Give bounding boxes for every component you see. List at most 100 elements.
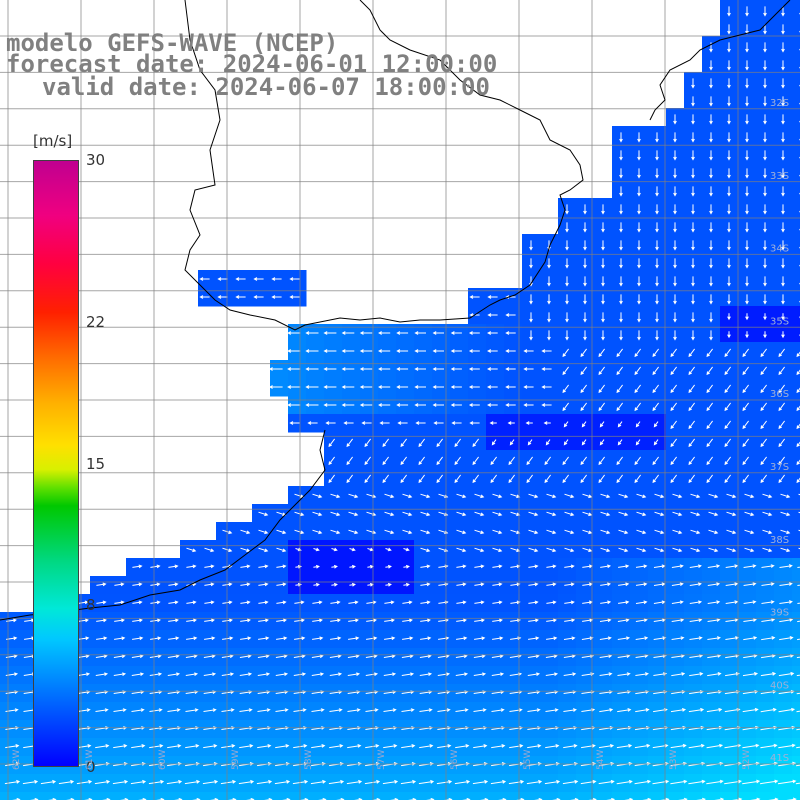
wind-arrow [450, 403, 462, 407]
wind-arrow [562, 348, 570, 358]
wind-arrow [563, 744, 578, 749]
longitude-label: 57W [377, 749, 387, 770]
wind-arrow [727, 240, 731, 251]
wind-cell [792, 252, 800, 271]
wind-arrow [727, 294, 731, 305]
wind-arrow [709, 42, 713, 53]
wind-arrow [781, 42, 785, 53]
wind-arrow [781, 168, 785, 179]
wind-arrow [562, 456, 570, 466]
wind-arrow [527, 744, 542, 749]
wind-cell [288, 792, 307, 800]
wind-cell [792, 36, 800, 55]
wind-arrow [778, 402, 786, 412]
wind-arrow [384, 493, 395, 499]
wind-arrow [528, 618, 539, 623]
wind-arrow [745, 96, 749, 107]
wind-arrow [547, 294, 551, 305]
wind-arrow [727, 6, 731, 17]
wind-arrow [168, 636, 180, 641]
wind-arrow [780, 529, 791, 535]
wind-arrow [418, 779, 435, 785]
wind-cell [378, 792, 397, 800]
wind-arrow [580, 384, 588, 394]
wind-arrow [527, 708, 541, 712]
wind-arrow [419, 708, 433, 712]
wind-arrow [780, 511, 791, 517]
latitude-label: 36S [770, 389, 789, 400]
wind-arrow [709, 204, 713, 215]
wind-arrow [780, 547, 791, 553]
wind-arrow [276, 529, 287, 535]
wind-arrow [168, 600, 179, 605]
wind-arrow [635, 439, 641, 446]
wind-arrow [203, 744, 218, 749]
wind-arrow [727, 150, 731, 161]
wind-arrow [691, 78, 695, 89]
wind-arrow [490, 779, 507, 785]
wind-arrow [688, 474, 696, 484]
wind-arrow [365, 672, 379, 676]
wind-arrow [691, 276, 695, 287]
wind-arrow [745, 114, 749, 125]
wind-arrow [276, 600, 287, 605]
wind-arrow [474, 547, 485, 553]
wind-arrow [616, 366, 624, 376]
wind-arrow [601, 258, 605, 269]
wind-cell [792, 18, 800, 37]
wind-arrow [132, 636, 144, 641]
wind-arrow [565, 312, 569, 323]
longitude-label: 56W [450, 749, 460, 770]
wind-arrow [670, 743, 687, 749]
wind-arrow [400, 779, 417, 785]
wind-arrow [341, 349, 355, 353]
wind-arrow [240, 636, 252, 641]
wind-arrow [619, 312, 623, 323]
wind-arrow [583, 240, 587, 251]
wind-arrow [742, 743, 760, 749]
wind-arrow [240, 529, 251, 535]
wind-arrow [541, 385, 552, 389]
wind-arrow [706, 474, 714, 484]
wind-arrow [781, 240, 785, 251]
wind-arrow [744, 547, 755, 553]
wind-arrow [709, 276, 713, 287]
wind-arrow [258, 636, 270, 641]
forecast-date: forecast date: 2024-06-01 12:00:00 [6, 50, 498, 78]
wind-arrow [456, 511, 467, 517]
wind-arrow [313, 564, 320, 569]
wind-arrow [654, 529, 665, 535]
wind-arrow [382, 456, 390, 466]
wind-arrow [528, 564, 539, 569]
wind-arrow [468, 403, 480, 407]
wind-arrow [742, 348, 750, 358]
wind-arrow [365, 708, 379, 712]
wind-arrow [456, 618, 467, 623]
latitude-label: 38S [770, 535, 789, 546]
wind-arrow [598, 402, 606, 412]
wind-arrow [400, 456, 408, 466]
wind-cell [792, 756, 800, 775]
wind-arrow [727, 96, 731, 107]
wind-cell [306, 792, 325, 800]
wind-arrow [149, 744, 164, 749]
wind-arrow [563, 708, 577, 712]
wind-arrow [384, 511, 395, 517]
wind-arrow [492, 511, 503, 517]
wind-arrow [294, 511, 305, 517]
wind-arrow [528, 511, 539, 517]
wind-arrow [472, 474, 480, 484]
wind-arrow [523, 403, 534, 407]
wind-arrow [709, 150, 713, 161]
wind-arrow [487, 313, 498, 317]
wind-arrow [474, 618, 485, 623]
wind-arrow [616, 474, 624, 484]
wind-arrow [545, 672, 559, 676]
wind-arrow [564, 618, 576, 623]
wind-arrow [655, 150, 659, 161]
wind-arrow [637, 168, 641, 179]
wind-arrow [330, 600, 341, 605]
wind-arrow [432, 403, 444, 407]
wind-arrow [745, 240, 749, 251]
wind-cell [684, 792, 703, 800]
